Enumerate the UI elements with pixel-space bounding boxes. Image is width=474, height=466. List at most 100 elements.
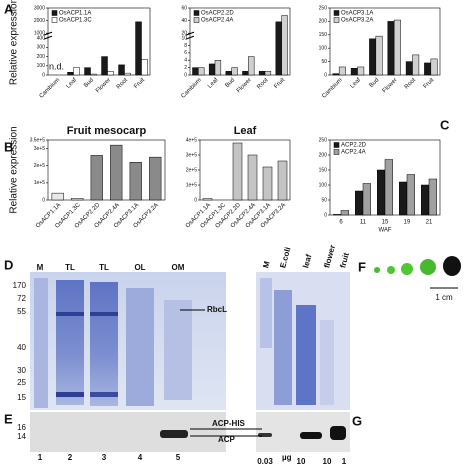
bar bbox=[90, 155, 103, 201]
lane-label: flower bbox=[322, 244, 337, 269]
y-tick-label: 3.5e+5 bbox=[30, 137, 46, 143]
bar bbox=[387, 21, 395, 76]
x-tick-label: Leaf bbox=[207, 77, 220, 90]
y-tick-label: 0 bbox=[324, 212, 327, 218]
legend-swatch bbox=[193, 10, 200, 16]
lane-label: TL bbox=[65, 263, 75, 272]
y-tick-label: 3e+5 bbox=[186, 152, 197, 158]
legend-label: ACP2.4A bbox=[341, 150, 366, 156]
legend-swatch bbox=[333, 17, 340, 23]
y-tick-label: 50 bbox=[321, 59, 327, 65]
lane-label: OM bbox=[172, 263, 185, 272]
y-tick-label: 6 bbox=[184, 50, 187, 56]
bar bbox=[384, 159, 393, 216]
marker-label: 40 bbox=[17, 343, 26, 352]
y-tick-label: 1e+5 bbox=[186, 182, 197, 188]
amount-label: 1 bbox=[342, 457, 347, 466]
x-axis-label: WAF bbox=[378, 228, 391, 234]
y-tick-label: 400 bbox=[37, 35, 46, 41]
lane-number: 2 bbox=[68, 453, 73, 462]
bar bbox=[406, 174, 415, 216]
legend-label: OsACP3.2A bbox=[341, 18, 373, 24]
acp-his-label: ACP-HIS bbox=[212, 419, 246, 428]
x-tick-label: Cambium bbox=[321, 77, 343, 99]
marker-label: 14 bbox=[17, 432, 26, 441]
x-tick-label: 21 bbox=[426, 220, 433, 226]
legend-label: OsACP2.2D bbox=[201, 11, 234, 17]
plot-frame bbox=[47, 7, 151, 76]
bar bbox=[101, 56, 108, 76]
panel-label: F bbox=[358, 259, 366, 274]
annotation: n.d. bbox=[49, 61, 64, 71]
amount-label: 0.03 bbox=[257, 457, 273, 466]
y-tick-label: 1000 bbox=[34, 30, 45, 36]
bar bbox=[247, 154, 258, 201]
bar bbox=[242, 71, 249, 76]
lane-label: OL bbox=[134, 263, 145, 272]
bar bbox=[375, 35, 383, 76]
x-tick-label: 15 bbox=[382, 220, 389, 226]
bar bbox=[248, 56, 255, 76]
x-tick-label: 19 bbox=[404, 220, 411, 226]
bar bbox=[90, 73, 97, 76]
bar bbox=[264, 71, 272, 76]
y-tick-label: 1e+5 bbox=[34, 180, 45, 186]
bar bbox=[141, 59, 148, 76]
y-tick-label: 3e+5 bbox=[34, 146, 45, 152]
bar bbox=[149, 156, 162, 201]
bar bbox=[192, 67, 199, 76]
lane-label: TL bbox=[99, 263, 109, 272]
x-tick-label: Leaf bbox=[66, 77, 79, 90]
y-tick-label: 2e+5 bbox=[186, 167, 197, 173]
x-tick-label: Flower bbox=[382, 77, 399, 94]
plot-frame bbox=[47, 139, 166, 201]
bar bbox=[275, 21, 282, 76]
x-tick-label: Bud bbox=[369, 77, 381, 89]
lane-label: M bbox=[261, 260, 272, 269]
x-tick-label: Fruit bbox=[423, 77, 436, 90]
legend-swatch bbox=[51, 10, 58, 16]
bar bbox=[393, 19, 401, 76]
y-tick-label: 300 bbox=[37, 45, 46, 51]
bar bbox=[71, 198, 84, 201]
y-tick-label: 200 bbox=[37, 54, 46, 60]
y-tick-label: 2 bbox=[184, 65, 187, 71]
bar bbox=[258, 71, 266, 76]
y-tick-label: 200 bbox=[319, 19, 328, 25]
legend-label: OsACP2.4A bbox=[201, 18, 233, 24]
y-tick-label: 250 bbox=[319, 137, 328, 143]
y-tick-label: 20 bbox=[181, 30, 187, 36]
x-tick-label: Cambium bbox=[180, 77, 202, 99]
legend-label: OsACP1.3C bbox=[59, 18, 92, 24]
amount-label: 10 bbox=[297, 457, 306, 466]
marker-label: 30 bbox=[17, 366, 26, 375]
y-tick-label: 4 bbox=[184, 58, 187, 64]
bar bbox=[355, 190, 364, 216]
plot-frame bbox=[199, 139, 291, 201]
bar bbox=[198, 67, 205, 76]
y-tick-label: 40 bbox=[181, 18, 187, 24]
x-tick-label: Root bbox=[404, 77, 417, 90]
y-tick-label: 2e+5 bbox=[34, 163, 45, 169]
x-tick-label: 11 bbox=[360, 220, 367, 226]
bar bbox=[232, 142, 243, 201]
panel-label: C bbox=[440, 117, 450, 132]
bar bbox=[225, 71, 232, 76]
lane-label: E.coli bbox=[278, 246, 292, 269]
gel-left bbox=[30, 272, 226, 410]
lane-label: fruit bbox=[338, 251, 351, 269]
legend-label: OsACP1.1A bbox=[59, 11, 91, 17]
bar bbox=[281, 15, 288, 76]
chart-title: Leaf bbox=[234, 125, 257, 137]
lane-number: 4 bbox=[138, 453, 143, 462]
marker-label: 25 bbox=[17, 378, 26, 387]
x-tick-label: Flower bbox=[95, 77, 112, 94]
y-tick-label: 0 bbox=[194, 197, 197, 203]
bar bbox=[262, 166, 273, 201]
y-tick-label: 2000 bbox=[34, 18, 45, 24]
bar bbox=[362, 183, 371, 216]
bar bbox=[333, 214, 342, 216]
legend-swatch bbox=[333, 142, 340, 148]
bar bbox=[214, 60, 222, 76]
marker-label: 170 bbox=[13, 281, 27, 290]
